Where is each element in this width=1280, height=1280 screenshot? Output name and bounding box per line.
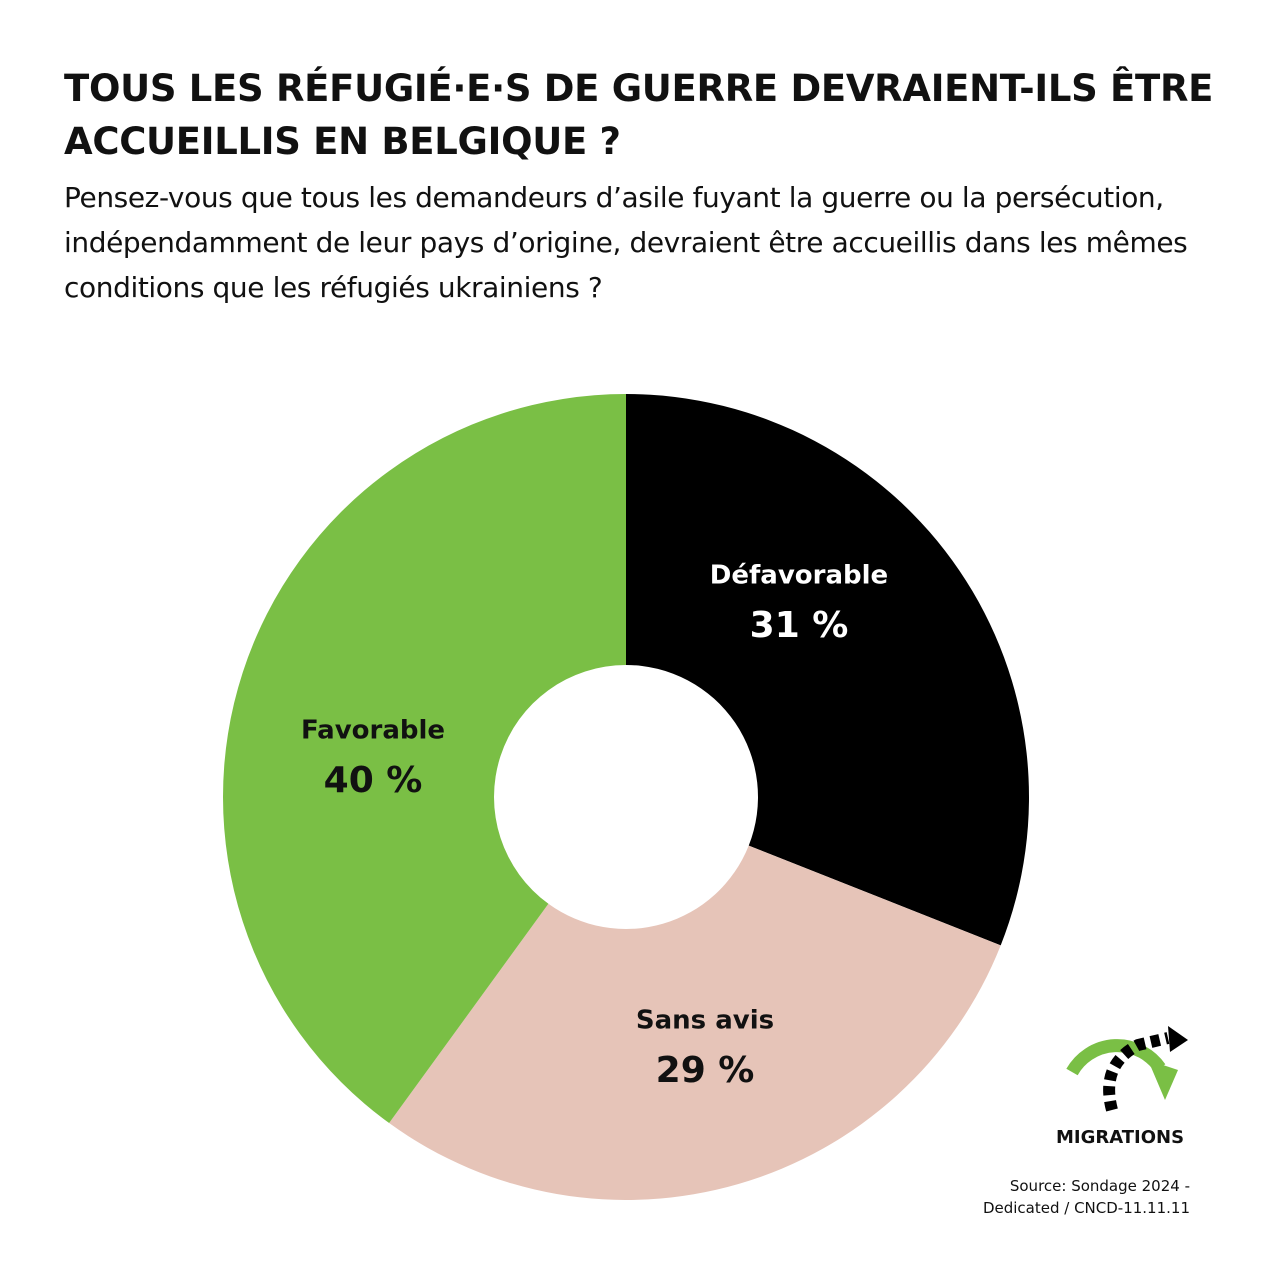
slice-sans-avis [389,845,1001,1200]
slice-label: Défavorable [710,561,888,591]
source-line-2: Dedicated / CNCD-11.11.11 [982,1199,1190,1217]
slice-value-label: 40 % [324,760,423,801]
source-line-1: Source: Sondage 2024 - [1009,1177,1190,1195]
logo-text: MIGRATIONS [1055,1127,1185,1148]
slice-favorable [223,394,627,1124]
chart-title: TOUS LES RÉFUGIÉ·E·S DE GUERRE DEVRAIENT… [64,67,1214,163]
source-note: Source: Sondage 2024 - Dedicated / CNCD-… [983,1175,1190,1219]
slice-d-favorable [626,394,1029,946]
slice-label: Sans avis [636,1006,774,1036]
migrations-arrows-icon [1066,1026,1188,1112]
slice-value-label: 31 % [750,605,849,646]
slice-value-label: 29 % [656,1050,755,1091]
chart-subtitle: Pensez-vous que tous les demandeurs d’as… [64,181,1188,304]
slice-label: Favorable [301,716,445,746]
